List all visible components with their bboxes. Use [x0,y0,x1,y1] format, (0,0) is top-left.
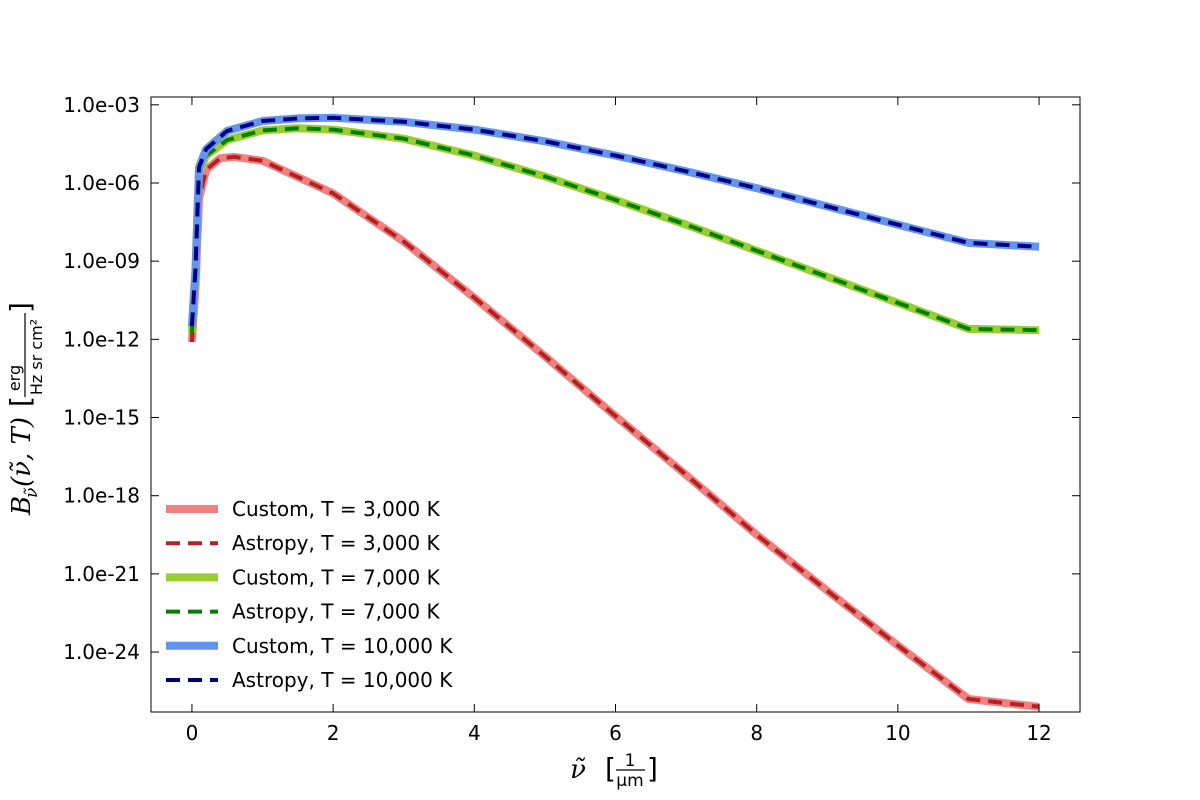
legend: Custom, T = 3,000 K Astropy, T = 3,000 K C… [166,497,453,692]
x-tick-label: 6 [609,721,622,745]
y-label-args: (ν̃, T) [7,417,37,487]
y-tick-label: 1.0e-09 [63,249,140,273]
y-unit-bracket-close: ] [4,302,37,313]
legend-label-3: Custom, T = 7,000 K [232,565,441,589]
y-tick-label: 1.0e-03 [63,93,140,117]
y-label-b: B [7,496,37,516]
x-axis-label: ν̃ [570,755,586,785]
y-axis: 1.0e-03 1.0e-06 1.0e-09 1.0e-12 1.0e-15 1.0e-… [63,93,1080,664]
y-tick-label: 1.0e-06 [63,171,140,195]
x-tick-label: 0 [186,721,199,745]
plot-lines [187,113,1040,711]
x-unit-bracket-open: [ [605,752,616,785]
x-tick-label: 8 [750,721,763,745]
y-axis-title: B ν̃ (ν̃, T) [ erg Hz sr cm² ] [4,302,46,516]
y-tick-label: 1.0e-15 [63,406,140,430]
legend-label-1: Custom, T = 3,000 K [232,497,441,521]
x-unit-denominator: μm [616,771,643,791]
x-axis: 0 2 4 6 8 10 12 [186,97,1052,745]
x-tick-label: 12 [1026,721,1051,745]
x-axis-title: ν̃ [ 1 μm ] [570,751,658,791]
series-line-4 [189,126,1040,333]
x-tick-label: 2 [327,721,340,745]
x-tick-label: 4 [468,721,481,745]
y-tick-label: 1.0e-12 [63,327,140,351]
legend-label-4: Astropy, T = 7,000 K [232,600,441,624]
x-unit-bracket-close: ] [647,752,658,785]
y-unit-denominator: Hz sr cm² [27,319,46,395]
y-unit-bracket-open: [ [4,396,37,407]
y-unit-numerator: erg [5,365,24,391]
x-tick-label: 10 [885,721,910,745]
y-tick-label: 1.0e-18 [63,484,140,508]
series-line-2 [189,154,1040,709]
legend-label-6: Astropy, T = 10,000 K [232,668,453,692]
y-label-subscript: ν̃ [22,488,42,498]
x-axis-unit: 1 μm [616,751,645,791]
series-line-6 [189,115,1040,327]
x-unit-numerator: 1 [625,751,636,771]
y-tick-label: 1.0e-24 [63,640,140,664]
y-tick-label: 1.0e-21 [63,562,140,586]
legend-label-5: Custom, T = 10,000 K [232,634,453,658]
legend-label-2: Astropy, T = 3,000 K [232,531,441,555]
